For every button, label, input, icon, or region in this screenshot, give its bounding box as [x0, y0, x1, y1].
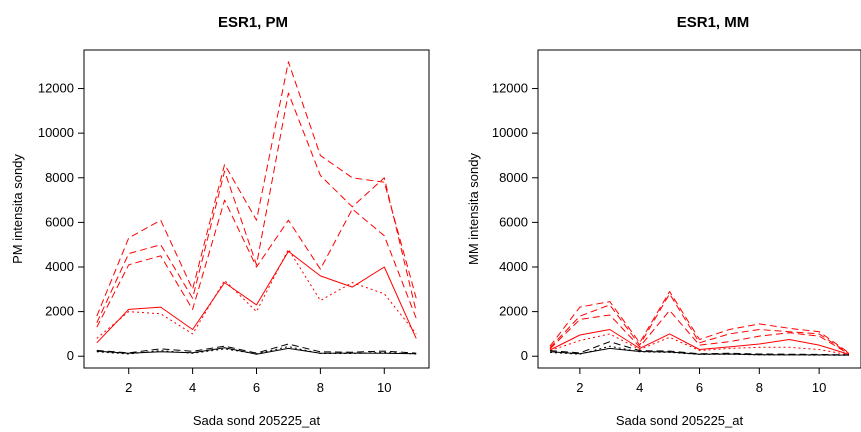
x-axis-label: Sada sond 205225_at: [193, 413, 321, 428]
y-tick-label: 10000: [492, 125, 528, 140]
y-tick-label: 0: [521, 348, 528, 363]
series-line-2: [549, 293, 850, 354]
x-tick-label: 4: [636, 380, 643, 395]
series-line-8: [549, 345, 850, 356]
y-tick-label: 6000: [45, 214, 74, 229]
x-tick-label: 8: [317, 380, 324, 395]
x-tick-label: 10: [377, 380, 391, 395]
series-line-5: [96, 250, 417, 344]
series-group: [96, 61, 417, 355]
series-line-5: [549, 333, 850, 356]
series-line-7: [96, 343, 417, 354]
x-tick-label: 6: [253, 380, 260, 395]
series-line-2: [96, 92, 417, 324]
y-tick-label: 0: [67, 348, 74, 363]
y-tick-label: 6000: [499, 214, 528, 229]
series-line-4: [549, 329, 850, 355]
series-line-1: [549, 291, 850, 354]
chart-title: ESR1, PM: [218, 14, 288, 31]
y-axis-label: MM intensita sondy: [466, 153, 481, 265]
x-tick-label: 6: [696, 380, 703, 395]
chart-panel-1: ESR1, PM 2 4 6 8 10 0 2000 4000 6000 8000 10000 1200…: [10, 14, 430, 428]
y-axis-label: PM intensita sondy: [10, 154, 25, 264]
series-line-1: [96, 61, 417, 317]
x-tick-label: 4: [189, 380, 196, 395]
chart-panel-2: ESR1, MM 2 4 6 8 10 0 2000 4000 6000 8000 10000 1200…: [466, 14, 861, 428]
x-tick-label: 2: [125, 380, 132, 395]
plot-frame: [537, 49, 861, 369]
y-tick-label: 4000: [499, 259, 528, 274]
x-tick-label: 10: [812, 380, 826, 395]
y-tick-label: 12000: [38, 81, 74, 96]
y-tick-label: 8000: [499, 170, 528, 185]
series-line-3: [549, 310, 850, 355]
series-line-4: [96, 248, 417, 339]
y-tick-label: 2000: [499, 304, 528, 319]
y-tick-label: 4000: [45, 259, 74, 274]
x-tick-label: 2: [576, 380, 583, 395]
series-line-8: [96, 346, 417, 355]
series-line-3: [96, 199, 417, 328]
x-tick-label: 8: [756, 380, 763, 395]
y-tick-label: 12000: [492, 81, 528, 96]
y-tick-label: 2000: [45, 304, 74, 319]
plot-frame: [83, 49, 430, 369]
y-tick-label: 10000: [38, 125, 74, 140]
y-tick-label: 8000: [45, 170, 74, 185]
chart-title: ESR1, MM: [677, 14, 750, 31]
x-axis-label: Sada sond 205225_at: [616, 413, 744, 428]
series-group: [549, 291, 850, 356]
